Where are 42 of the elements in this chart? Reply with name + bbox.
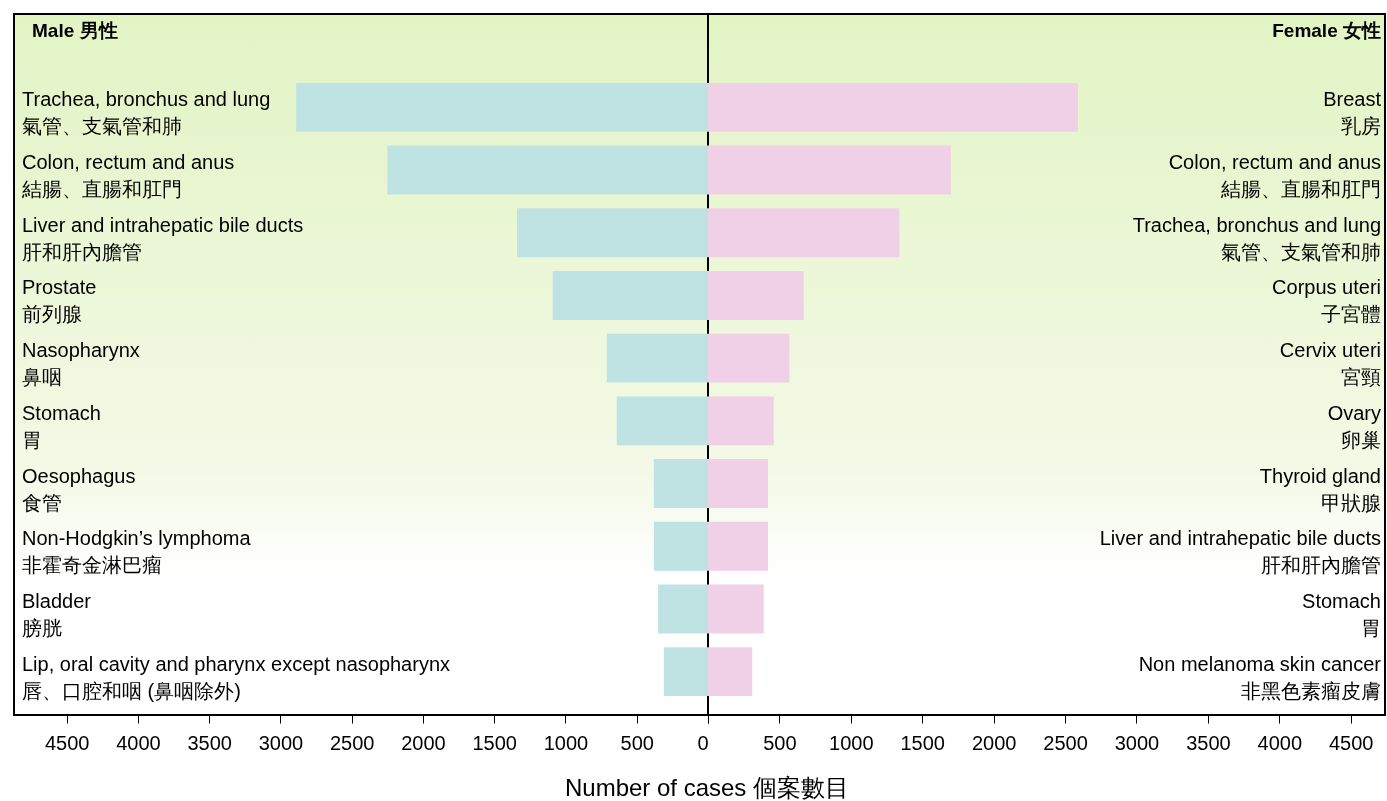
x-tick-label: 1500	[472, 731, 517, 754]
y-tick-label: Ovary 卵巢	[1327, 401, 1381, 451]
y-tick-label: Prostate 前列腺	[22, 276, 97, 326]
x-tick-label: 2000	[971, 731, 1017, 754]
y-tick-label: Liver and intrahepatic bile ducts 肝和肝內膽管	[22, 213, 304, 263]
y-tick-label: Oesophagus 食管	[22, 464, 136, 514]
x-tick-label: 1500	[900, 731, 945, 754]
y-tick-label: Non melanoma skin cancer 非黑色素瘤皮膚	[1138, 652, 1382, 702]
x-tick-label: 2500	[329, 731, 375, 754]
y-tick-label: Bladder 膀胱	[22, 589, 92, 639]
x-tick-label: 2000	[401, 731, 446, 754]
x-tick-label: 4000	[1257, 731, 1303, 754]
y-tick-label: Colon, rectum and anus 結腸、直腸和肛門	[21, 151, 235, 201]
y-tick-label: Lip, oral cavity and pharynx except nasopharynx 唇、口腔和咽 (鼻咽除外)	[22, 652, 451, 702]
y-tick-label: Cervix uteri 宮頸	[1279, 339, 1381, 389]
y-tick-label: Non-Hodgkin’s lymphoma 非霍奇金淋巴瘤	[22, 527, 252, 577]
x-tick-label: 4500	[1328, 731, 1374, 754]
x-tick-label: 3000	[258, 731, 304, 754]
x-tick-label: 500	[763, 731, 797, 754]
y-tick-label: Nasopharynx 鼻咽	[22, 339, 140, 389]
y-tick-label: Colon, rectum and anus 結腸、直腸和肛門	[1168, 151, 1381, 201]
y-tick-label: Stomach 胃	[22, 401, 101, 451]
y-tick-label: Corpus uteri 子宮體	[1272, 276, 1381, 326]
chart-title: Male 男性	[32, 20, 118, 41]
x-tick-label: 3000	[1114, 731, 1160, 754]
x-tick-label: 3500	[1186, 731, 1231, 754]
y-tick-label: Trachea, bronchus and lung 氣管、支氣管和肺	[1132, 213, 1381, 263]
x-tick-label: 2500	[1043, 731, 1088, 754]
y-tick-label: Thyroid gland 甲狀腺	[1259, 464, 1381, 514]
y-tick-label: Stomach 胃	[1302, 589, 1381, 639]
y-tick-label: Liver and intrahepatic bile ducts 肝和肝內膽管	[1099, 527, 1381, 577]
chart-title: Female 女性	[1272, 20, 1381, 41]
x-tick-label: 4000	[116, 731, 161, 754]
x-axis-title: Number of cases 個案數目	[563, 773, 851, 801]
x-tick-label: 1000	[543, 731, 589, 754]
x-tick-label: 3500	[187, 731, 232, 754]
y-tick-label: Breast 乳房	[1323, 88, 1382, 138]
x-tick-label: 1000	[829, 731, 874, 754]
x-tick-label: 4500	[44, 731, 90, 754]
x-tick-label: 500	[620, 731, 654, 754]
y-tick-label: Trachea, bronchus and lung 氣管、支氣管和肺	[22, 88, 271, 138]
x-tick-label: 0	[697, 731, 709, 754]
